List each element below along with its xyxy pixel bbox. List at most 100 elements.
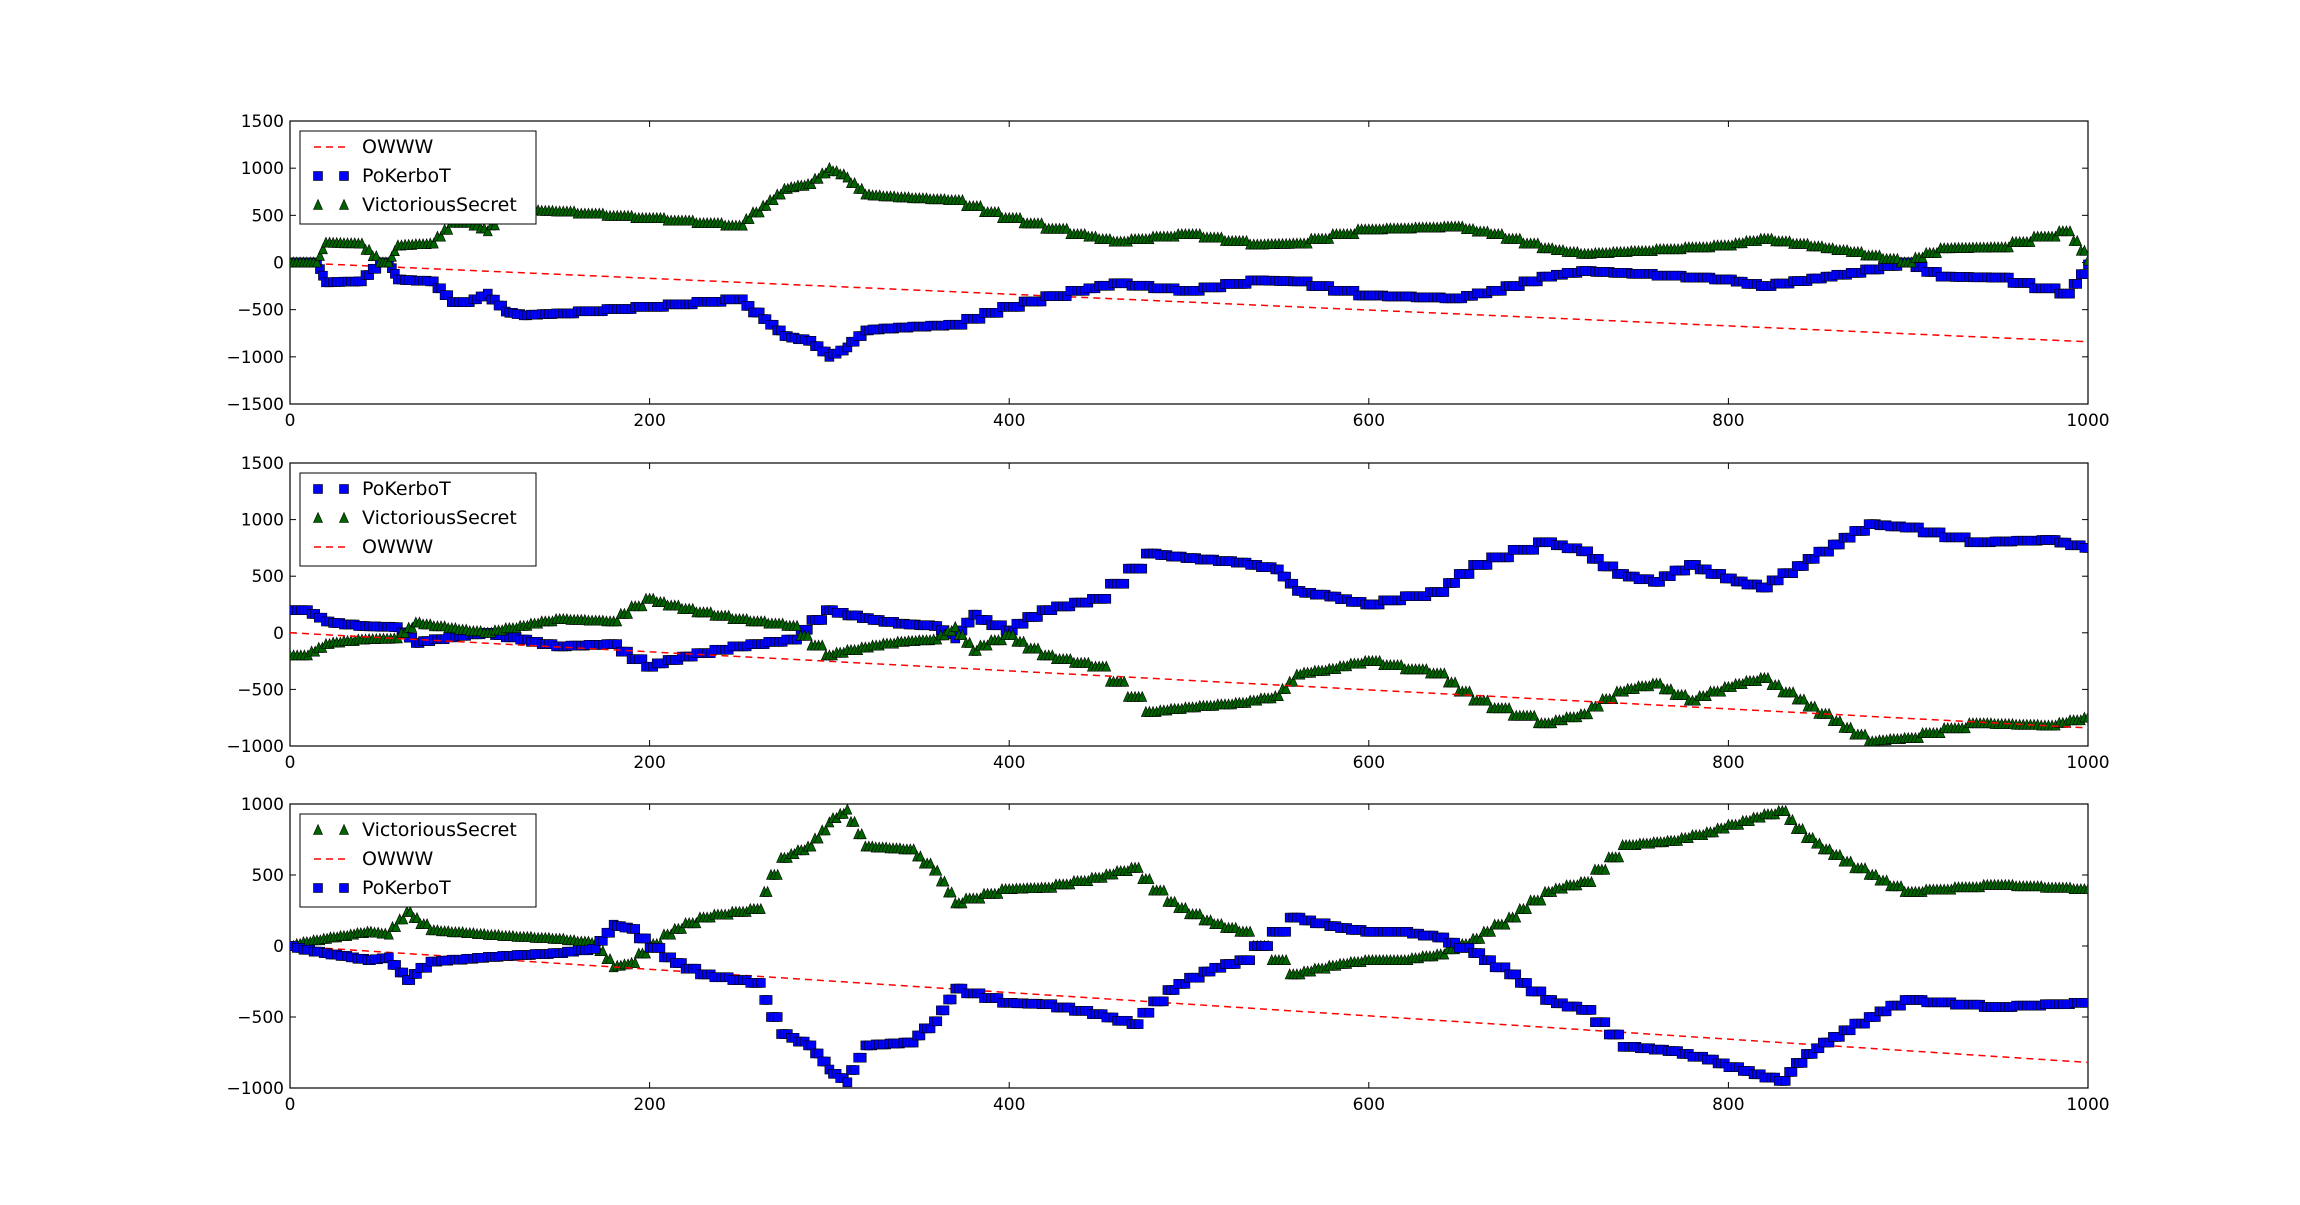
data-point-victorioussecret [1529, 709, 1540, 721]
data-point-pokerbot [1144, 1007, 1155, 1018]
x-tick-label: 1000 [2066, 1095, 2109, 1115]
data-point-pokerbot [1600, 1017, 1611, 1028]
data-point-victorioussecret [1194, 908, 1205, 920]
data-point-victorioussecret [849, 815, 860, 827]
data-point-victorioussecret [1158, 884, 1169, 896]
x-tick-label: 600 [1353, 1095, 1385, 1115]
data-point-victorioussecret [2025, 235, 2036, 247]
data-point-pokerbot [655, 943, 666, 953]
data-layer [290, 519, 2088, 746]
data-point-victorioussecret [762, 885, 773, 897]
data-point-victorioussecret [386, 250, 397, 262]
y-tick-label: 0 [273, 254, 284, 274]
data-point-victorioussecret [957, 194, 968, 206]
data-point-victorioussecret [856, 828, 867, 840]
data-point-victorioussecret [317, 243, 328, 255]
data-point-victorioussecret [356, 237, 367, 249]
data-point-victorioussecret [1798, 693, 1809, 705]
data-point-victorioussecret [950, 620, 961, 632]
data-point-victorioussecret [1845, 721, 1856, 733]
legend-swatch-victorioussecret [339, 823, 349, 835]
legend-swatch-pokerbot [339, 171, 349, 181]
data-point-victorioussecret [1860, 862, 1871, 874]
data-point-victorioussecret [806, 177, 817, 190]
data-point-victorioussecret [915, 850, 926, 862]
data-point-victorioussecret [975, 199, 986, 212]
data-point-victorioussecret [677, 922, 687, 934]
data-point-pokerbot [1245, 955, 1255, 966]
data-point-victorioussecret [754, 206, 765, 218]
data-point-victorioussecret [1655, 677, 1666, 689]
data-point-victorioussecret [1119, 675, 1130, 687]
data-point-victorioussecret [2083, 882, 2088, 895]
legend-swatch-victorioussecret [313, 511, 323, 523]
data-point-victorioussecret [813, 832, 824, 844]
data-point-pokerbot [1439, 587, 1450, 597]
data-point-victorioussecret [1680, 688, 1691, 700]
data-point-victorioussecret [1773, 679, 1784, 691]
data-point-victorioussecret [842, 804, 853, 815]
data-point-victorioussecret [2083, 254, 2088, 266]
x-tick-label: 1000 [2066, 411, 2109, 431]
data-point-victorioussecret [1018, 635, 1029, 647]
data-point-victorioussecret [630, 956, 641, 968]
plot-frame [289, 120, 2089, 405]
data-point-victorioussecret [612, 615, 623, 627]
data-point-victorioussecret [842, 171, 853, 183]
legend-swatch-pokerbot [313, 484, 323, 494]
data-point-pokerbot [1101, 594, 1112, 604]
y-tick-label: 500 [252, 206, 284, 226]
data-point-victorioussecret [2083, 711, 2088, 723]
legend-swatch-victorioussecret [339, 198, 349, 210]
data-point-victorioussecret [1860, 728, 1871, 740]
x-tick-label: 400 [993, 753, 1025, 773]
data-point-pokerbot [1464, 569, 1475, 579]
data-point-victorioussecret [1101, 660, 1112, 672]
data-point-victorioussecret [908, 843, 919, 855]
data-point-victorioussecret [364, 243, 375, 255]
data-point-victorioussecret [932, 864, 943, 876]
data-point-victorioussecret [1033, 642, 1043, 654]
data-point-victorioussecret [1600, 863, 1611, 875]
data-point-victorioussecret [1281, 682, 1292, 694]
data-point-victorioussecret [315, 249, 325, 261]
data-point-pokerbot [1159, 996, 1169, 1007]
data-point-victorioussecret [1586, 875, 1597, 887]
data-point-victorioussecret [623, 607, 633, 619]
data-point-victorioussecret [1522, 902, 1532, 914]
data-point-victorioussecret [1614, 851, 1625, 863]
subplot-3: 0 200 400 600 800 1000 −1000 −500 0 500 1000 Victor… [226, 795, 2109, 1115]
data-point-victorioussecret [1511, 911, 1522, 923]
data-point-victorioussecret [1797, 822, 1808, 834]
data-point-victorioussecret [761, 199, 772, 211]
data-point-victorioussecret [792, 619, 802, 631]
y-tick-label: −500 [237, 301, 284, 321]
data-point-pokerbot [813, 1048, 824, 1059]
data-layer [290, 804, 2088, 1088]
y-tick-label: −1000 [226, 1079, 284, 1099]
data-point-victorioussecret [1015, 211, 1025, 223]
plot-frame [289, 462, 2089, 747]
data-point-pokerbot [1787, 1067, 1798, 1077]
data-point-pokerbot [821, 1056, 831, 1067]
data-point-victorioussecret [1281, 953, 1292, 966]
data-point-victorioussecret [1500, 918, 1511, 930]
legend-label-pokerbot: PoKerboT [362, 478, 451, 500]
subplot-1: 0 200 400 600 800 1000 −1500 −1000 −500 0 500 1000 1… [226, 112, 2109, 431]
data-point-victorioussecret [849, 177, 860, 189]
data-point-victorioussecret [1780, 804, 1791, 816]
data-point-victorioussecret [1809, 700, 1820, 712]
data-point-victorioussecret [1870, 868, 1881, 880]
data-point-victorioussecret [2050, 230, 2061, 242]
x-tick-label: 800 [1712, 753, 1744, 773]
data-point-victorioussecret [1788, 686, 1799, 698]
y-tick-label: −1000 [226, 348, 284, 368]
data-point-victorioussecret [1180, 901, 1191, 913]
legend-label-owww: OWWW [362, 848, 434, 870]
data-point-victorioussecret [1137, 690, 1148, 702]
data-point-victorioussecret [802, 629, 813, 641]
legend-label-pokerbot: PoKerboT [362, 877, 451, 899]
data-point-pokerbot [946, 994, 957, 1005]
